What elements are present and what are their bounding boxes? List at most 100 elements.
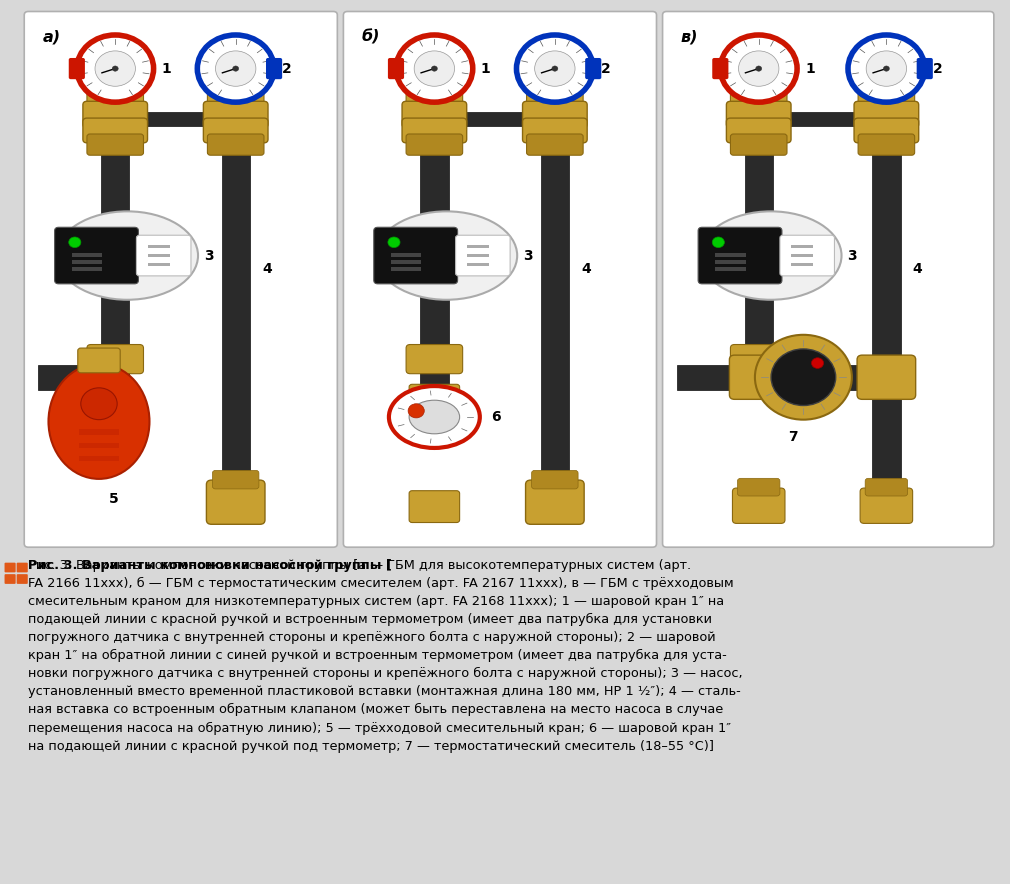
Circle shape [884, 66, 890, 72]
FancyBboxPatch shape [526, 90, 583, 111]
FancyBboxPatch shape [917, 58, 933, 80]
Bar [101, 112, 129, 351]
FancyBboxPatch shape [72, 260, 102, 264]
FancyBboxPatch shape [406, 134, 463, 156]
Circle shape [551, 66, 558, 72]
FancyBboxPatch shape [266, 58, 282, 80]
FancyBboxPatch shape [207, 90, 264, 111]
FancyBboxPatch shape [663, 11, 994, 547]
FancyBboxPatch shape [16, 575, 27, 583]
FancyBboxPatch shape [409, 491, 460, 522]
FancyBboxPatch shape [203, 118, 268, 143]
Text: 3: 3 [847, 248, 857, 263]
FancyBboxPatch shape [374, 227, 458, 284]
Circle shape [771, 349, 835, 406]
FancyBboxPatch shape [5, 575, 16, 583]
FancyBboxPatch shape [79, 456, 119, 461]
FancyBboxPatch shape [854, 102, 919, 128]
FancyBboxPatch shape [78, 348, 120, 373]
FancyBboxPatch shape [780, 235, 834, 276]
Circle shape [95, 51, 135, 87]
Circle shape [811, 358, 823, 369]
FancyBboxPatch shape [391, 267, 421, 271]
Text: 7: 7 [789, 431, 798, 445]
FancyBboxPatch shape [24, 11, 337, 547]
Circle shape [738, 51, 779, 87]
FancyBboxPatch shape [72, 253, 102, 257]
FancyBboxPatch shape [791, 245, 813, 248]
Text: Рис. 3. Варианты компоновки насосной группы [: Рис. 3. Варианты компоновки насосной гру… [28, 559, 392, 572]
Text: 2: 2 [282, 62, 292, 75]
Bar [38, 365, 129, 390]
FancyBboxPatch shape [79, 430, 119, 435]
FancyBboxPatch shape [207, 134, 264, 156]
FancyBboxPatch shape [861, 488, 913, 523]
Text: 4: 4 [913, 262, 922, 276]
FancyBboxPatch shape [857, 355, 916, 400]
FancyBboxPatch shape [737, 478, 780, 496]
Bar [221, 112, 249, 520]
FancyBboxPatch shape [147, 254, 170, 257]
Circle shape [848, 35, 925, 103]
Bar [873, 112, 901, 520]
Circle shape [516, 35, 593, 103]
Circle shape [112, 66, 118, 72]
FancyBboxPatch shape [456, 235, 510, 276]
FancyBboxPatch shape [409, 385, 460, 408]
FancyBboxPatch shape [730, 90, 787, 111]
FancyBboxPatch shape [526, 134, 583, 156]
FancyBboxPatch shape [212, 470, 259, 489]
Circle shape [431, 66, 437, 72]
Text: 3: 3 [204, 248, 214, 263]
Text: 1: 1 [162, 62, 172, 75]
FancyBboxPatch shape [79, 443, 119, 448]
FancyBboxPatch shape [531, 470, 578, 489]
Circle shape [396, 35, 473, 103]
Text: 2: 2 [933, 62, 942, 75]
FancyBboxPatch shape [522, 102, 587, 128]
FancyBboxPatch shape [406, 90, 463, 111]
FancyBboxPatch shape [585, 58, 601, 80]
FancyBboxPatch shape [147, 245, 170, 248]
FancyBboxPatch shape [55, 227, 138, 284]
FancyBboxPatch shape [732, 488, 785, 523]
FancyBboxPatch shape [726, 102, 791, 128]
FancyBboxPatch shape [87, 134, 143, 156]
Bar [744, 112, 901, 126]
FancyBboxPatch shape [712, 58, 728, 80]
FancyBboxPatch shape [391, 260, 421, 264]
FancyBboxPatch shape [715, 260, 745, 264]
FancyBboxPatch shape [203, 102, 268, 128]
Ellipse shape [376, 211, 517, 300]
FancyBboxPatch shape [87, 90, 143, 111]
Circle shape [534, 51, 575, 87]
FancyBboxPatch shape [147, 263, 170, 266]
FancyBboxPatch shape [343, 11, 656, 547]
Bar [677, 365, 901, 390]
FancyBboxPatch shape [83, 118, 147, 143]
Bar [101, 112, 249, 126]
Text: Рис. 3. Варианты компоновки насосной группы [а — ГБМ для высокотемпературных сис: Рис. 3. Варианты компоновки насосной гру… [28, 559, 743, 752]
Circle shape [232, 66, 238, 72]
FancyBboxPatch shape [136, 235, 191, 276]
FancyBboxPatch shape [402, 118, 467, 143]
FancyBboxPatch shape [522, 118, 587, 143]
Circle shape [754, 335, 851, 420]
FancyBboxPatch shape [5, 562, 16, 573]
FancyBboxPatch shape [866, 478, 908, 496]
Ellipse shape [409, 400, 460, 434]
FancyBboxPatch shape [16, 562, 27, 573]
Bar [744, 365, 773, 370]
FancyBboxPatch shape [698, 227, 782, 284]
Ellipse shape [57, 211, 198, 300]
Ellipse shape [48, 364, 149, 479]
Text: б): б) [362, 29, 380, 44]
Text: 4: 4 [262, 262, 272, 276]
Circle shape [81, 388, 117, 420]
FancyBboxPatch shape [791, 263, 813, 266]
Bar [101, 370, 129, 390]
Circle shape [197, 35, 274, 103]
FancyBboxPatch shape [854, 118, 919, 143]
Circle shape [388, 237, 400, 248]
FancyBboxPatch shape [83, 102, 147, 128]
